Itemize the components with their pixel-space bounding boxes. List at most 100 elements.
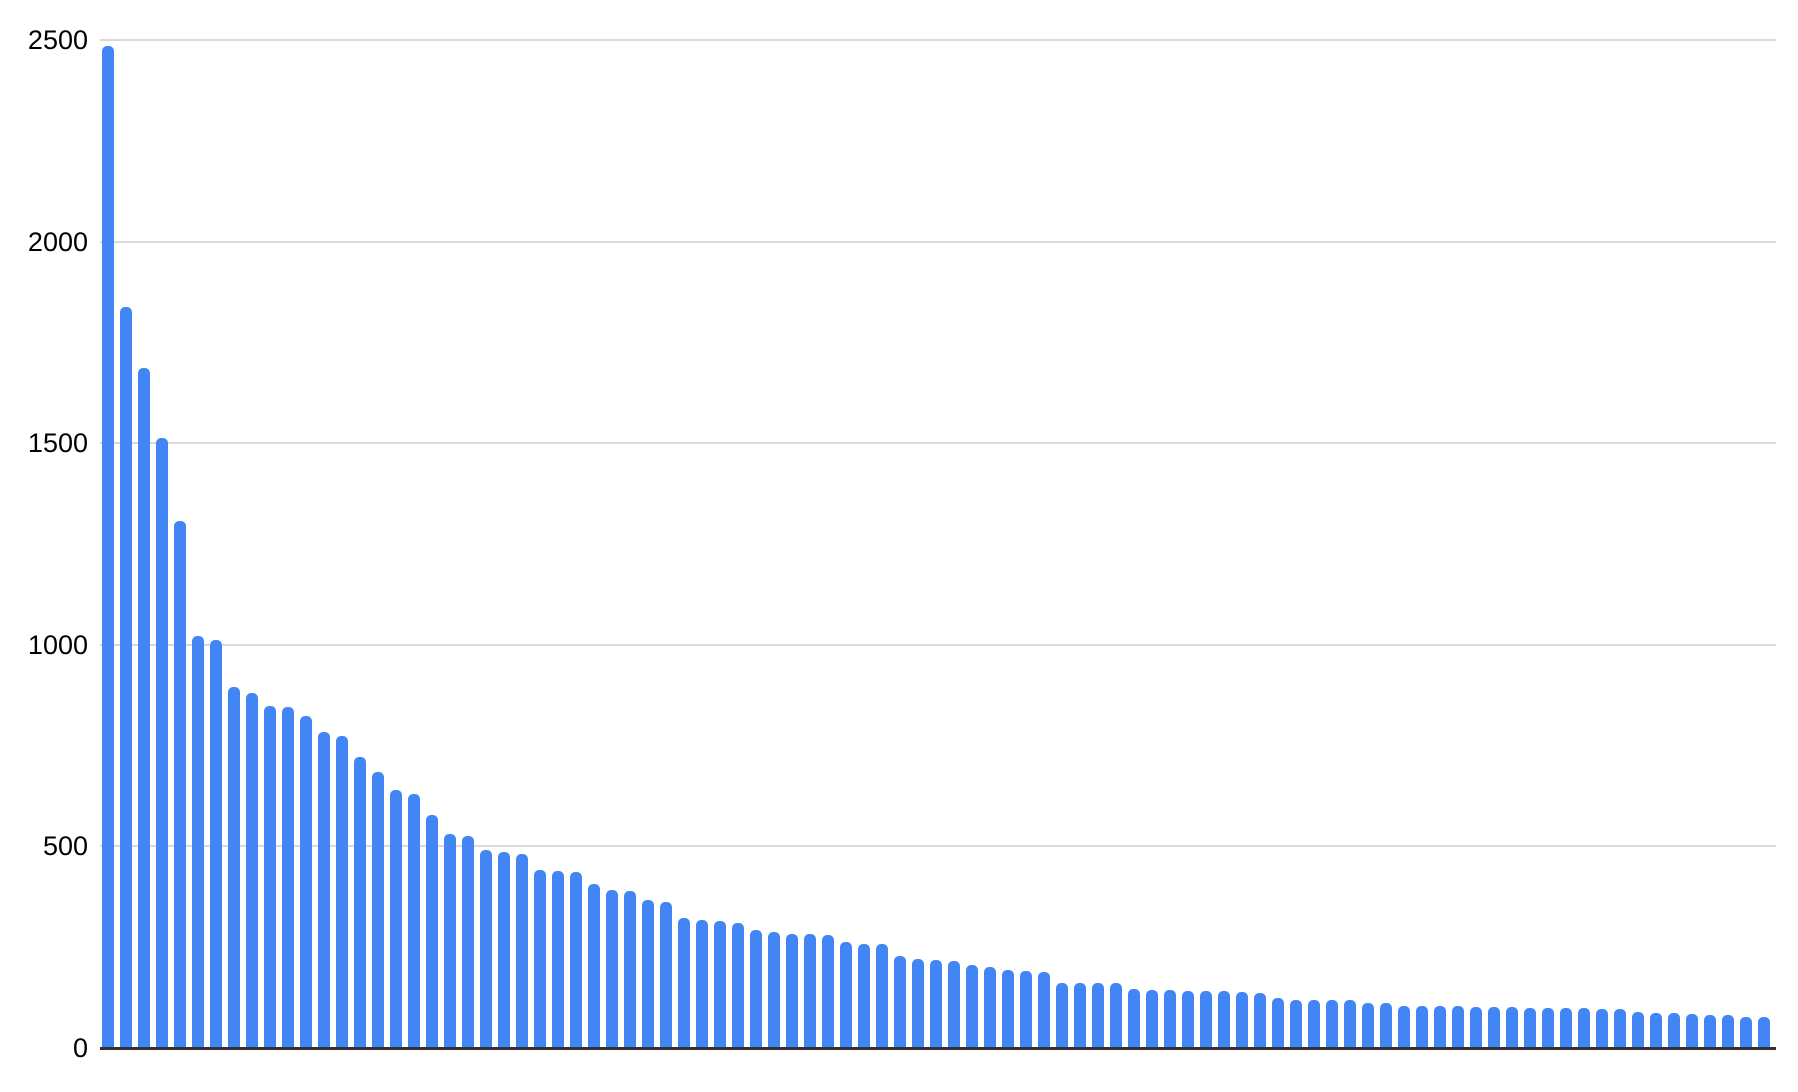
bar [102, 45, 115, 1048]
bar [1200, 990, 1213, 1048]
bar [984, 966, 997, 1048]
bar [552, 870, 565, 1048]
y-tick-label: 2500 [27, 25, 88, 55]
bar [1326, 1000, 1339, 1048]
y-tick-label: 500 [42, 831, 88, 862]
bar [1506, 1007, 1519, 1048]
bar [1560, 1007, 1573, 1048]
bar [1452, 1006, 1465, 1048]
bar [1704, 1014, 1717, 1048]
bar [246, 693, 259, 1048]
bar [444, 834, 457, 1048]
bar [1164, 990, 1177, 1048]
gridline [100, 845, 1776, 848]
bar [660, 902, 673, 1048]
bar [1632, 1012, 1645, 1048]
bar [1650, 1012, 1663, 1048]
bar [336, 735, 349, 1048]
bar [174, 520, 187, 1048]
bar [1542, 1007, 1555, 1048]
bar [930, 959, 943, 1048]
bar [624, 890, 637, 1048]
bar [894, 955, 907, 1048]
gridline [100, 240, 1776, 243]
bar [822, 934, 835, 1048]
bar [948, 960, 961, 1048]
bar [1344, 1000, 1357, 1048]
bar [1416, 1006, 1429, 1048]
bar [480, 849, 493, 1048]
bar [426, 815, 439, 1048]
bar [282, 706, 295, 1048]
bar [696, 919, 709, 1048]
bar [408, 794, 421, 1048]
bar [786, 933, 799, 1048]
bar [732, 922, 745, 1048]
bar [138, 368, 151, 1048]
y-tick-label: 0 [72, 1033, 88, 1063]
bar [840, 942, 853, 1048]
bar [1254, 992, 1267, 1048]
bar [1038, 972, 1051, 1048]
bar [1362, 1002, 1375, 1048]
bar [192, 636, 205, 1048]
bar [1056, 982, 1069, 1048]
bar [1470, 1007, 1483, 1048]
bar [858, 943, 871, 1048]
gridline [100, 643, 1776, 646]
bar [120, 306, 133, 1048]
bar [642, 899, 655, 1048]
bar [1740, 1016, 1753, 1048]
bar [1128, 989, 1141, 1048]
bar [354, 757, 367, 1048]
bar [1092, 983, 1105, 1048]
bar [1686, 1014, 1699, 1048]
bar [1578, 1008, 1591, 1048]
bar [714, 920, 727, 1048]
bar [588, 883, 601, 1048]
bar [1110, 983, 1123, 1048]
bar [1146, 990, 1159, 1048]
bar [1524, 1007, 1537, 1048]
x-axis-line [100, 1047, 1776, 1050]
y-tick-label: 2000 [27, 226, 88, 257]
gridline [100, 39, 1776, 41]
bar [876, 943, 889, 1048]
bar [1758, 1016, 1771, 1048]
bar [750, 929, 763, 1048]
bar [1182, 990, 1195, 1048]
bar [768, 932, 781, 1048]
bar [1272, 998, 1285, 1048]
bar [318, 732, 331, 1048]
bar [264, 706, 277, 1048]
bar [1434, 1006, 1447, 1048]
bar [300, 716, 313, 1048]
y-tick-label: 1000 [27, 629, 88, 660]
bar [606, 890, 619, 1048]
bar [1722, 1014, 1735, 1048]
bar [498, 852, 511, 1048]
bar [156, 438, 169, 1048]
bar [516, 853, 529, 1048]
bar [966, 965, 979, 1048]
bar [678, 918, 691, 1048]
bar [1290, 999, 1303, 1048]
bar [390, 790, 403, 1048]
bar [1488, 1007, 1501, 1048]
bar [570, 872, 583, 1048]
y-tick-label: 1500 [27, 428, 88, 459]
bar [228, 686, 241, 1048]
bar [462, 835, 475, 1048]
bar [1398, 1006, 1411, 1048]
bar [210, 639, 223, 1048]
bar [1380, 1002, 1393, 1048]
bar [1614, 1009, 1627, 1048]
bar [912, 958, 925, 1048]
bar [1308, 1000, 1321, 1048]
bar [1020, 970, 1033, 1048]
bar [1002, 970, 1015, 1048]
gridline [100, 442, 1776, 445]
bar [534, 869, 547, 1048]
bar [804, 934, 817, 1048]
